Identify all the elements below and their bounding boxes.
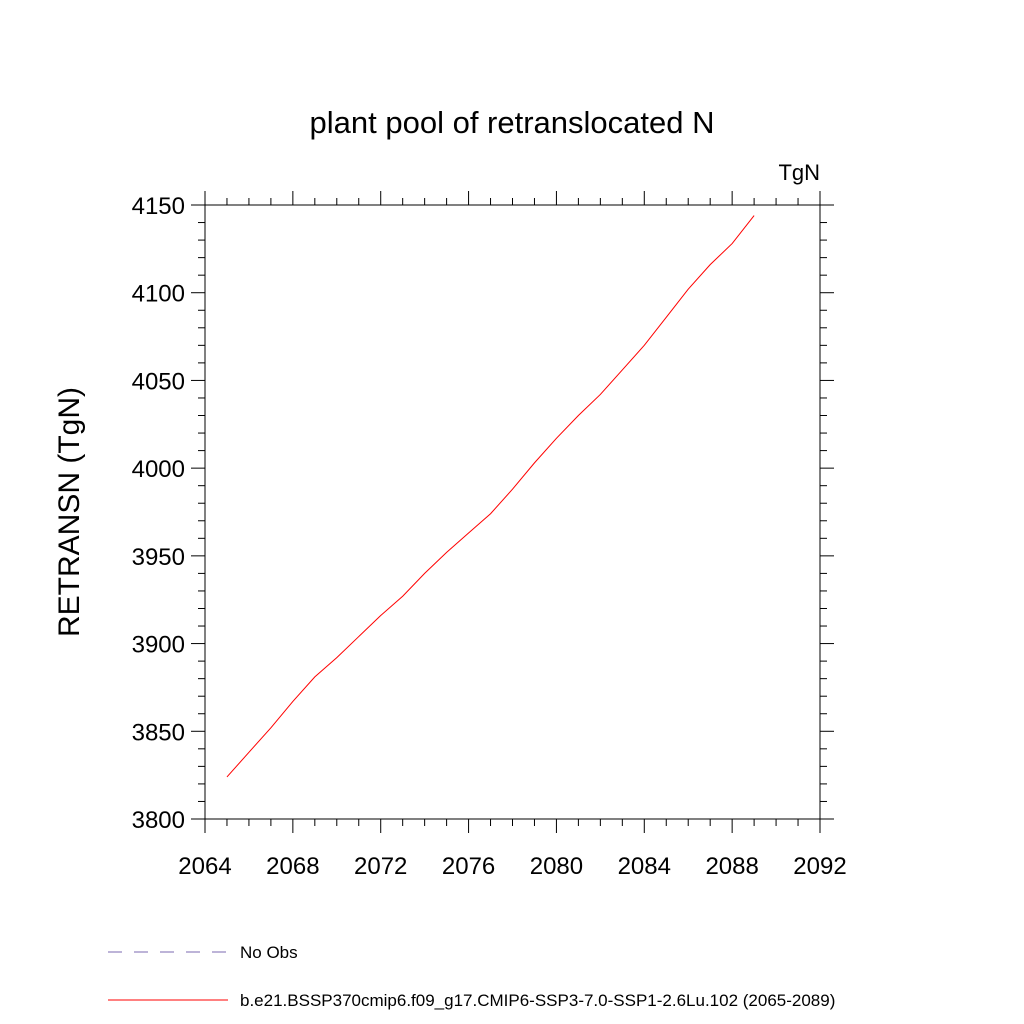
x-tick-label: 2076 xyxy=(442,853,495,880)
y-tick-label: 3950 xyxy=(132,544,185,571)
series-line-1 xyxy=(226,215,755,778)
legend: No Obs b.e21.BSSP370cmip6.f09_g17.CMIP6-S… xyxy=(108,943,835,1010)
x-tick-label: 2068 xyxy=(266,853,319,880)
plot-frame xyxy=(204,204,821,820)
tick-labels: 2064 2068 2072 2076 2080 2084 2088 2092 3800 3850… xyxy=(132,193,847,880)
x-tick-label: 2064 xyxy=(178,853,231,880)
x-tick-label: 2084 xyxy=(618,853,671,880)
y-tick-label: 4100 xyxy=(132,281,185,308)
y-tick-label: 4000 xyxy=(132,456,185,483)
x-tick-label: 2092 xyxy=(793,853,846,880)
legend-label-1: b.e21.BSSP370cmip6.f09_g17.CMIP6-SSP3-7.… xyxy=(240,991,835,1010)
x-tick-label: 2080 xyxy=(530,853,583,880)
legend-label-0: No Obs xyxy=(240,943,298,962)
axis-ticks xyxy=(191,191,834,833)
x-tick-label: 2072 xyxy=(354,853,407,880)
y-tick-label: 4050 xyxy=(132,368,185,395)
y-axis-label: RETRANSN (TgN) xyxy=(53,387,86,637)
chart-title: plant pool of retranslocated N xyxy=(310,105,715,140)
y-tick-label: 4150 xyxy=(132,193,185,220)
y-tick-label: 3900 xyxy=(132,632,185,659)
y-tick-label: 3850 xyxy=(132,719,185,746)
y-tick-label: 3800 xyxy=(132,807,185,834)
units-label: TgN xyxy=(778,160,820,185)
series-layer xyxy=(226,215,755,778)
x-tick-label: 2088 xyxy=(705,853,758,880)
